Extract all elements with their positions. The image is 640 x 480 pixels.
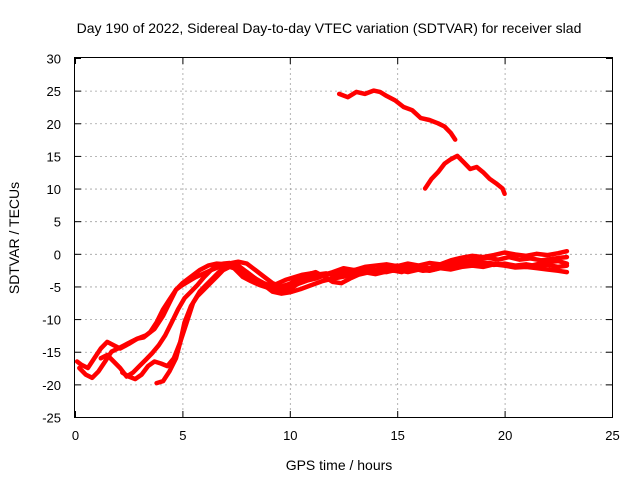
y-tick-label: 10 [47,182,61,197]
tick-layer: 0 5 10 15 20 25 -25 -20 -15 -10 -5 0 5 10 15 20 25 30 [42,52,620,444]
y-tick-label: -10 [42,313,61,328]
y-tick-label: -25 [42,411,61,426]
y-tick-label: 20 [47,117,61,132]
y-tick-label: 5 [54,215,61,230]
y-tick-label: 30 [47,52,61,67]
x-axis-title: GPS time / hours [286,457,393,473]
series-line-arc-high [336,88,458,142]
x-tick-label: 20 [498,428,512,443]
series-line-track-1 [74,248,570,371]
x-tick-label: 25 [605,428,619,443]
series-line-track-5 [154,258,570,386]
series-line-arc-mid [422,153,507,197]
y-tick-label: 0 [54,247,61,262]
y-tick-label: 25 [47,84,61,99]
x-tick-label: 10 [283,428,297,443]
y-tick-label: -5 [49,280,61,295]
series-layer [74,88,570,386]
y-tick-label: -20 [42,378,61,393]
y-axis-title: SDTVAR / TECUs [6,182,22,294]
x-tick-label: 15 [390,428,404,443]
plot-frame [74,57,613,418]
x-tick-label: 0 [72,428,79,443]
x-tick-label: 5 [179,428,186,443]
y-tick-label: -15 [42,345,61,360]
chart-title: Day 190 of 2022, Sidereal Day-to-day VTE… [77,20,582,36]
y-tick-label: 15 [47,149,61,164]
